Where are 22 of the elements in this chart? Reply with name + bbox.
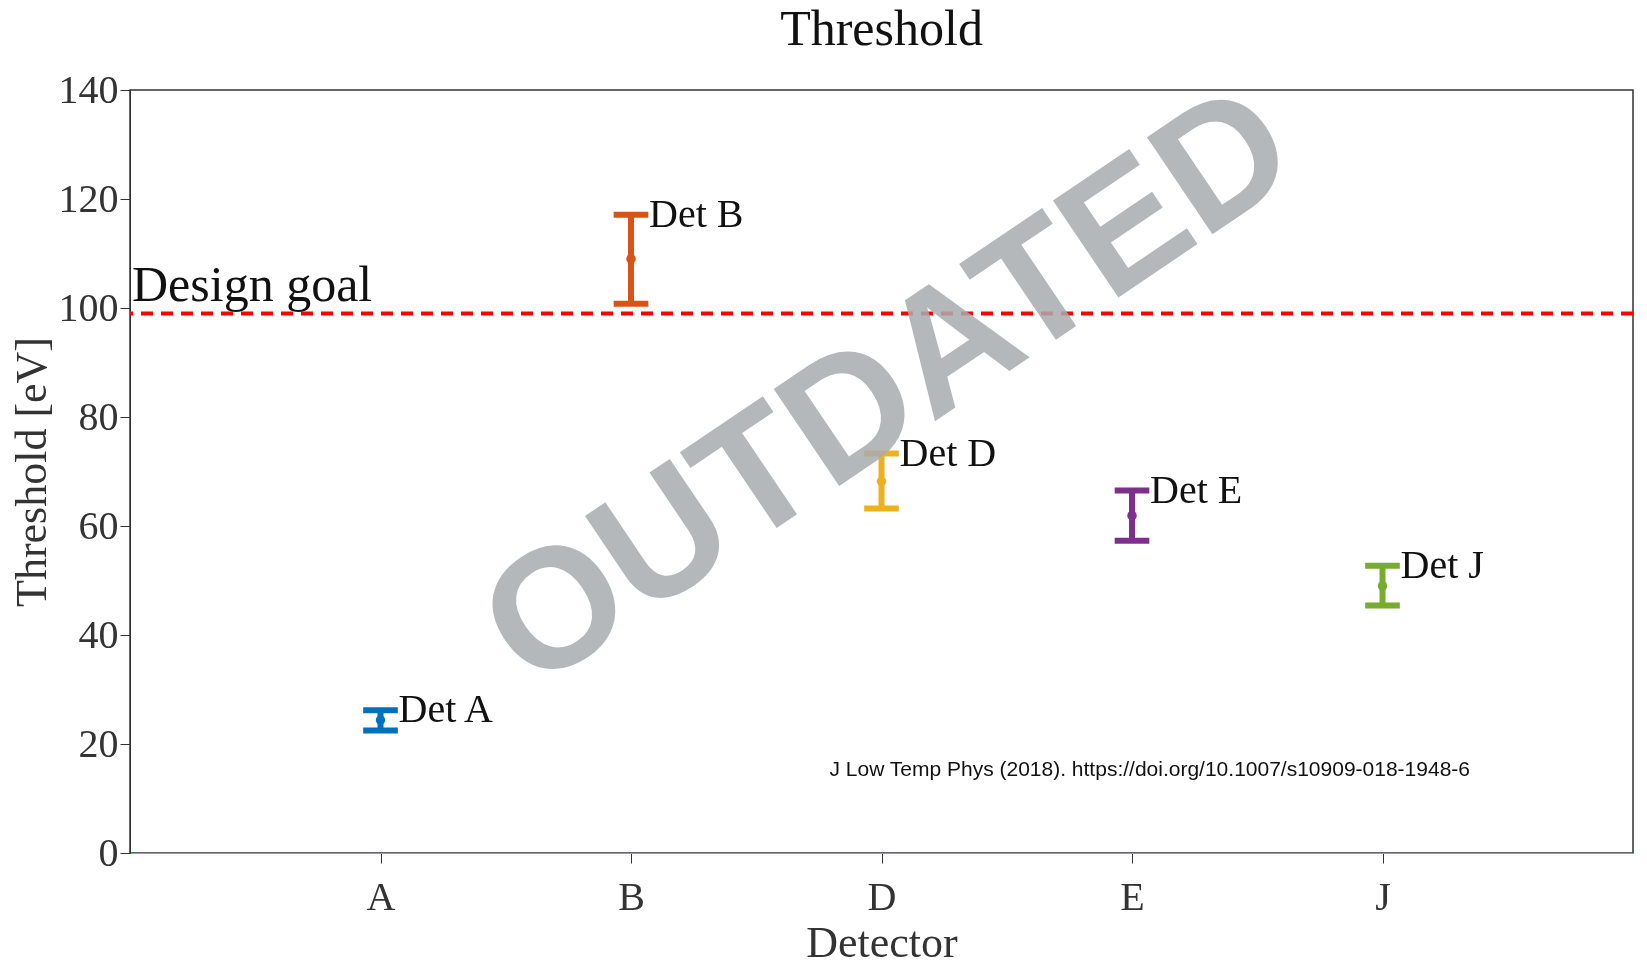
y-tick-label: 120 — [58, 175, 119, 221]
y-tick-label: 0 — [98, 829, 119, 875]
series-label: Det J — [1400, 541, 1484, 587]
series-label: Det A — [398, 686, 494, 732]
y-tick-label: 140 — [58, 66, 119, 112]
x-tick-label: E — [1120, 873, 1145, 919]
y-tick-label: 80 — [78, 393, 119, 439]
x-axis-title: Detector — [806, 917, 959, 967]
x-tick-label: A — [366, 873, 396, 919]
x-tick-label: D — [867, 873, 897, 919]
y-tick-label: 60 — [78, 502, 119, 548]
y-tick-label: 40 — [78, 611, 119, 657]
point — [1377, 581, 1388, 591]
y-tick-label: 20 — [78, 720, 119, 766]
y-tick-label: 100 — [58, 284, 119, 330]
annotation: J Low Temp Phys (2018). https://doi.org/10.1007/s10909-018-1948-6 — [829, 757, 1470, 780]
y-axis-title: Threshold [eV] — [6, 336, 56, 608]
chart-title: Threshold — [780, 0, 983, 57]
x-tick-label: B — [618, 873, 645, 919]
x-tick-label: J — [1375, 873, 1391, 919]
point — [375, 715, 386, 725]
ref-line-label: Design goal — [132, 256, 373, 313]
